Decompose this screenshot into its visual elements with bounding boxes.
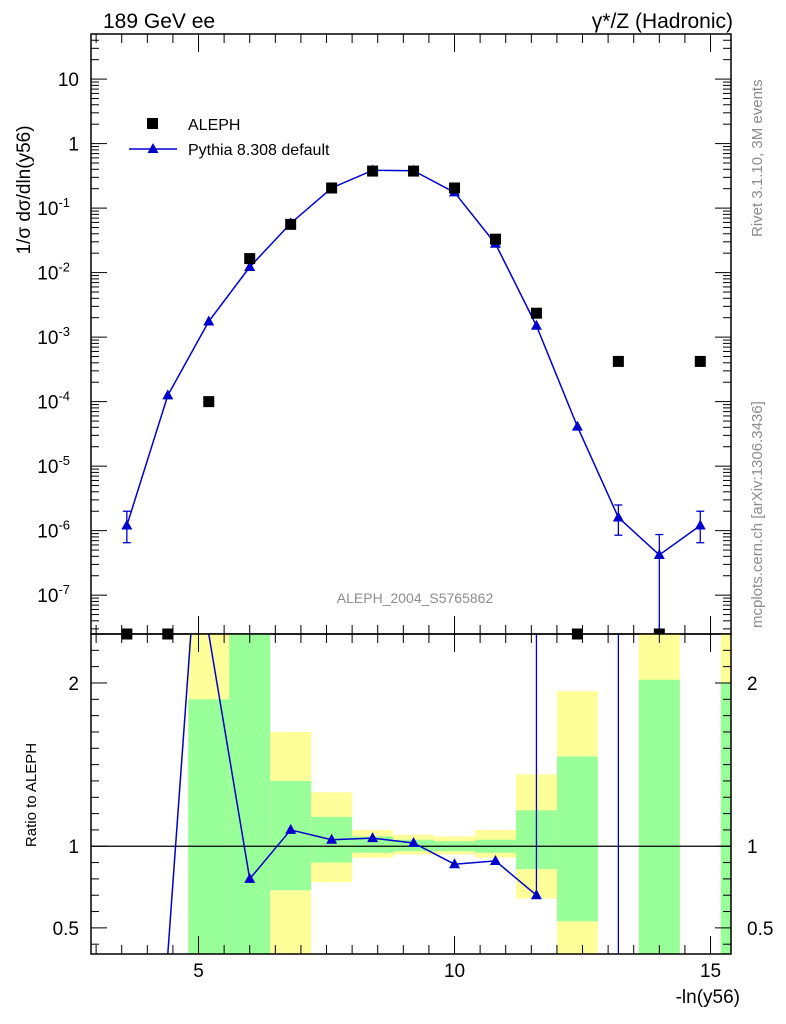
ratio-y-tick-label: 1 (68, 837, 79, 858)
data-point (694, 355, 706, 367)
upper-frame (90, 33, 732, 635)
ratio-series (167, 633, 620, 955)
mc-point (203, 315, 215, 326)
ratio-y-tick-label: 2 (68, 674, 79, 695)
y-tick-label: 10-5 (37, 453, 70, 478)
y-tick-label: 10-4 (37, 389, 70, 414)
data-point (203, 396, 215, 408)
header-right: γ*/Z (Hadronic) (592, 10, 733, 33)
ratio-point (449, 858, 461, 869)
lower-y-axis-label: Ratio to ALEPH (23, 743, 40, 847)
mc-error-bars (122, 504, 705, 634)
ratio-uncertainty-bands (188, 634, 731, 954)
data-point (449, 182, 461, 194)
lower-frame (90, 633, 732, 955)
band-inner (638, 679, 680, 954)
data-point (367, 165, 379, 177)
legend-entry-pythia: Pythia 8.308 default (188, 142, 330, 159)
ratio-y-tick-label-right: 1 (747, 837, 758, 858)
lower-tick-labels: 0.5 0.5 1 1 2 2 5 10 15 (53, 674, 774, 982)
side-text-lower: mcplots.cern.ch [arXiv:1306.3436] (749, 401, 766, 628)
mc-point (571, 420, 583, 431)
ratio-point (408, 836, 420, 847)
y-tick-label: 10-6 (37, 518, 70, 543)
data-point (408, 165, 420, 177)
band-inner (556, 756, 598, 922)
x-tick-label: 10 (444, 961, 465, 982)
band-inner (720, 682, 731, 954)
ratio-point (326, 833, 338, 844)
data-point (530, 307, 542, 319)
ratio-point (367, 832, 379, 843)
x-tick-label: 15 (700, 961, 721, 982)
mc-point (653, 548, 665, 559)
y-tick-label: 1 (68, 135, 79, 156)
data-point (612, 355, 624, 367)
ratio-point (285, 823, 297, 834)
mc-point (244, 261, 256, 272)
upper-axis-ticks (91, 33, 731, 634)
data-point (285, 218, 297, 230)
ratio-point (489, 854, 501, 865)
legend: ALEPH Pythia 8.308 default (129, 117, 330, 159)
header-left: 189 GeV ee (103, 10, 215, 33)
ratio-offscale-line (167, 633, 192, 955)
watermark: ALEPH_2004_S5765862 (337, 590, 494, 606)
y-tick-label: 10-7 (37, 582, 70, 607)
y-tick-label: 10-1 (37, 195, 70, 220)
ratio-y-tick-label-right: 0.5 (747, 919, 773, 940)
data-point (244, 253, 256, 265)
mc-point (162, 389, 174, 400)
upper-y-axis-label: 1/σ dσ/dln(y56) (14, 125, 35, 254)
lower-panel: 0.5 0.5 1 1 2 2 5 10 15 Ratio to ALEPH -ln(y56) (23, 633, 774, 1008)
upper-panel: 10 1 10-1 10-2 10-3 10-4 10-5 10-6 10-7 ALEPH_20… (14, 33, 732, 640)
x-axis-label: -ln(y56) (676, 987, 740, 1008)
legend-entry-aleph: ALEPH (188, 117, 240, 134)
data-point (326, 182, 338, 194)
legend-mc-marker (147, 143, 159, 153)
ratio-y-tick-label: 0.5 (53, 919, 79, 940)
ratio-y-tick-label-right: 2 (747, 674, 758, 695)
mc-point (121, 519, 133, 530)
y-tick-label: 10 (58, 70, 79, 91)
mc-point (694, 519, 706, 530)
y-tick-label: 10-2 (37, 260, 70, 285)
side-text-upper: Rivet 3.1.10, 3M events (749, 79, 766, 237)
lower-axis-ticks (91, 634, 731, 954)
ratio-point (244, 872, 256, 883)
x-tick-label: 5 (193, 961, 204, 982)
upper-y-tick-labels: 10 1 10-1 10-2 10-3 10-4 10-5 10-6 10-7 (37, 70, 79, 607)
y-tick-label: 10-3 (37, 324, 70, 349)
mc-point (530, 319, 542, 330)
data-markers (121, 165, 706, 640)
data-point (489, 233, 501, 245)
band-inner (270, 780, 312, 891)
band-inner (188, 699, 230, 954)
legend-data-marker (147, 118, 158, 129)
mc-point (612, 511, 624, 522)
band-inner (352, 836, 394, 853)
